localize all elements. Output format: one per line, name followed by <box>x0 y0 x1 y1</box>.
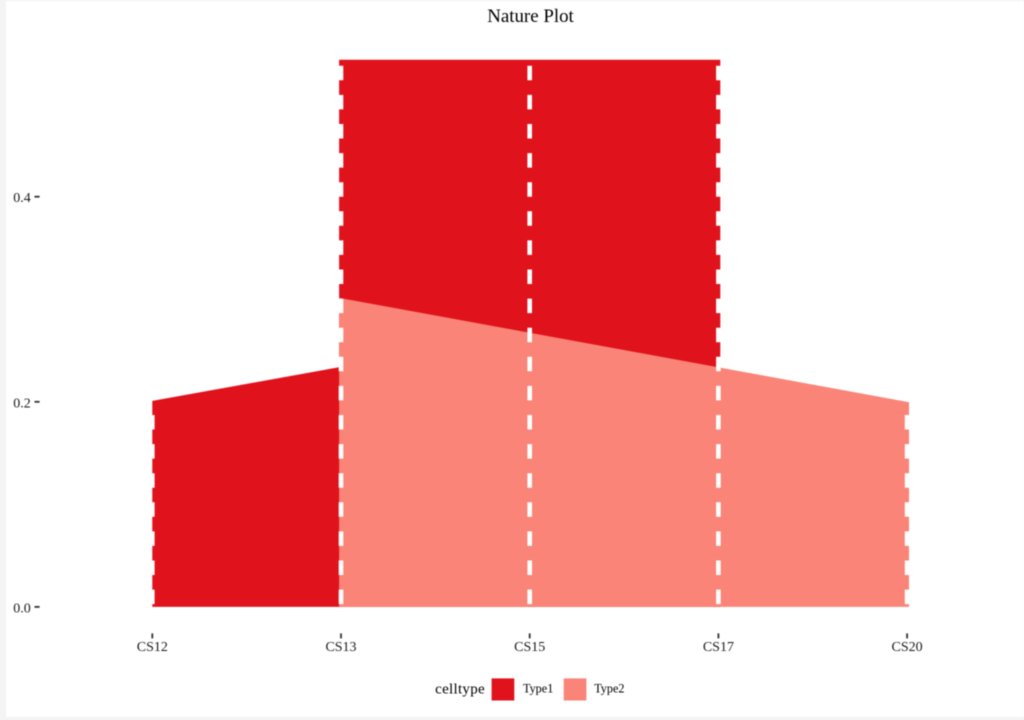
svg-text:CS20: CS20 <box>891 640 922 655</box>
svg-text:Type1: Type1 <box>523 682 553 696</box>
svg-text:CS12: CS12 <box>136 640 167 655</box>
svg-text:Nature Plot: Nature Plot <box>487 6 574 27</box>
svg-text:celltype: celltype <box>435 681 485 697</box>
svg-text:CS13: CS13 <box>325 640 356 655</box>
svg-text:CS15: CS15 <box>514 640 545 655</box>
svg-text:Type2: Type2 <box>594 682 624 696</box>
svg-text:0.2: 0.2 <box>13 396 31 411</box>
svg-text:CS17: CS17 <box>702 640 733 655</box>
svg-text:0.4: 0.4 <box>13 191 31 206</box>
svg-text:0.0: 0.0 <box>13 601 31 616</box>
